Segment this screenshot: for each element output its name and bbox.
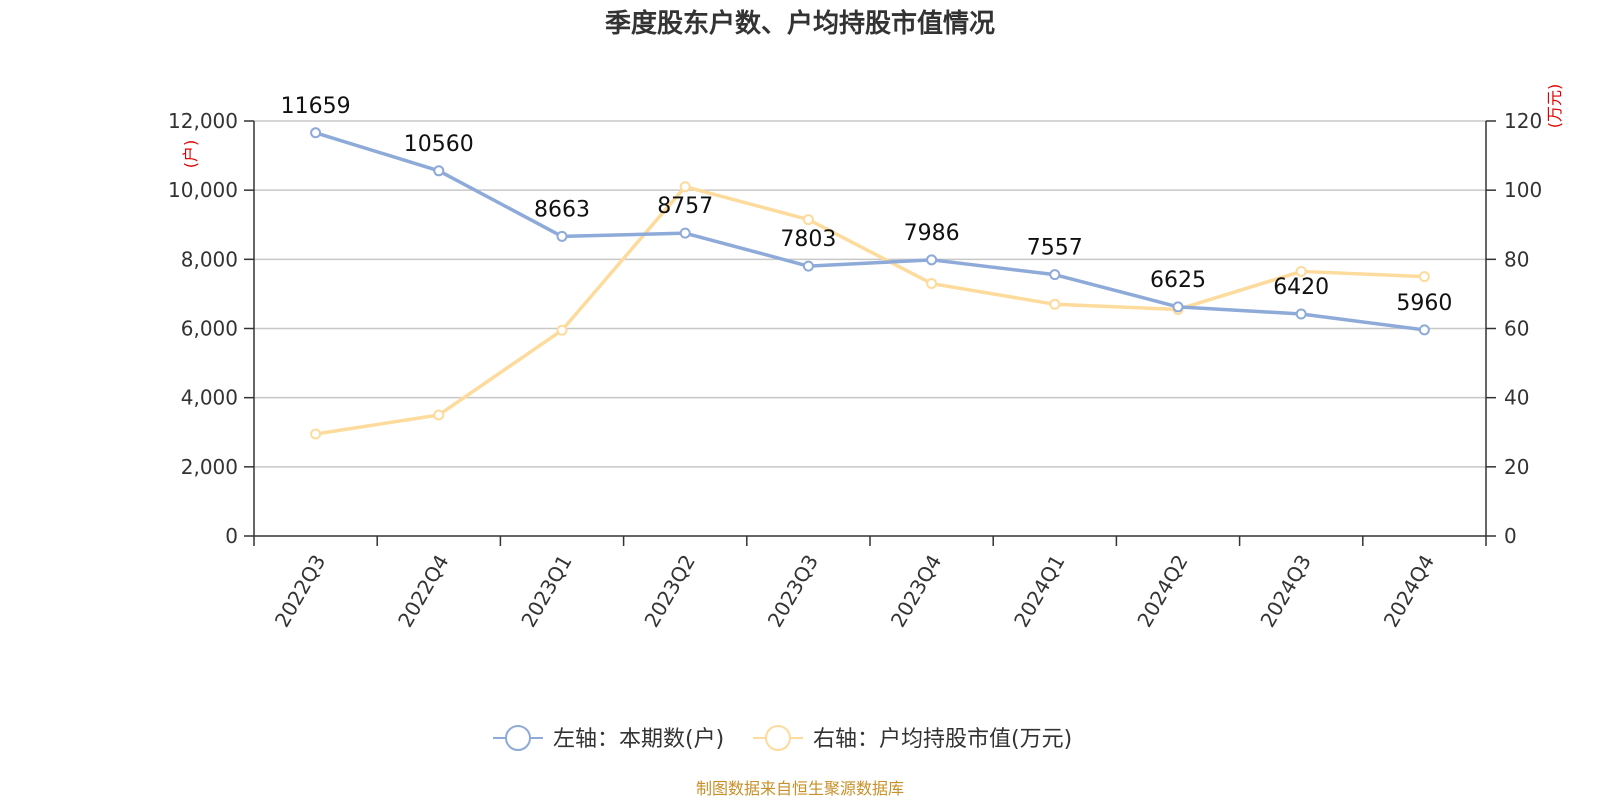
- data-label: 7557: [1027, 236, 1083, 261]
- legend[interactable]: 左轴：本期数(户) 右轴：户均持股市值(万元): [493, 725, 1072, 752]
- right-tick-label: 0: [1504, 524, 1517, 548]
- series-point-right: [556, 324, 568, 336]
- series-point-right: [1295, 265, 1307, 277]
- data-label: 6625: [1150, 268, 1206, 293]
- x-tick-label: 2023Q4: [886, 551, 946, 632]
- left-tick-label: 10,000: [168, 178, 238, 202]
- x-tick-label: 2023Q1: [516, 551, 576, 632]
- right-tick-label: 120: [1504, 109, 1542, 133]
- x-axis: 2022Q3 2022Q4 2023Q1 2023Q2 2023Q3 2023Q4 2024…: [253, 535, 1487, 632]
- series-layer: [310, 127, 1430, 440]
- series-point-left: [1049, 269, 1061, 281]
- legend-label: 左轴：本期数(户): [553, 727, 724, 752]
- chart-title: 季度股东户数、户均持股市值情况: [605, 8, 995, 39]
- legend-marker-icon: [505, 725, 531, 751]
- data-label: 8663: [534, 197, 590, 222]
- x-tick-label: 2024Q3: [1255, 551, 1315, 632]
- series-point-left: [1295, 308, 1307, 320]
- data-label: 6420: [1273, 275, 1329, 300]
- left-tick-label: 6,000: [181, 317, 238, 341]
- right-tick-label: 40: [1504, 386, 1529, 410]
- x-tick-label: 2022Q4: [393, 551, 453, 632]
- right-tick-label: 20: [1504, 455, 1529, 479]
- right-axis-unit: (万元): [1545, 84, 1564, 129]
- x-tick-label: 2024Q2: [1132, 551, 1192, 632]
- legend-marker-icon: [765, 725, 791, 751]
- data-labels: 11659 10560 8663 8757 7803 7986 7557 6625 6420 59…: [281, 94, 1453, 316]
- legend-item-right[interactable]: 右轴：户均持股市值(万元): [753, 725, 1072, 752]
- series-point-left: [802, 260, 814, 272]
- series-point-left: [310, 127, 322, 139]
- series-point-left: [1418, 324, 1430, 336]
- left-tick-label: 8,000: [181, 247, 238, 271]
- data-label: 7986: [904, 221, 960, 246]
- data-label: 11659: [281, 94, 351, 119]
- series-point-left: [556, 230, 568, 242]
- x-tick-label: 2024Q1: [1009, 551, 1069, 632]
- series-point-left: [1172, 301, 1184, 313]
- right-tick-label: 60: [1504, 317, 1529, 341]
- series-point-right: [679, 181, 691, 193]
- left-tick-label: 4,000: [181, 386, 238, 410]
- source-note: 制图数据来自恒生聚源数据库: [696, 779, 904, 798]
- series-point-right: [926, 278, 938, 290]
- legend-label: 右轴：户均持股市值(万元): [813, 727, 1072, 752]
- x-tick-label: 2024Q4: [1379, 551, 1439, 632]
- axes: 0 2,000 4,000 6,000 8,000 10,000 12,000 0 20 40 6…: [168, 109, 1542, 631]
- left-tick-label: 2,000: [181, 455, 238, 479]
- data-label: 7803: [780, 227, 836, 252]
- series-point-left: [433, 165, 445, 177]
- series-point-right: [1049, 298, 1061, 310]
- series-point-right: [802, 214, 814, 226]
- x-tick-label: 2022Q3: [270, 551, 330, 632]
- right-tick-label: 80: [1504, 247, 1529, 271]
- data-label: 5960: [1396, 291, 1452, 316]
- series-point-right: [433, 409, 445, 421]
- left-y-axis: 0 2,000 4,000 6,000 8,000 10,000 12,000: [168, 109, 255, 548]
- series-line-left: [315, 131, 1425, 332]
- left-axis-unit: (户): [181, 140, 200, 169]
- series-point-left: [926, 254, 938, 266]
- series-point-right: [1418, 271, 1430, 283]
- series-point-left: [679, 227, 691, 239]
- series-point-right: [310, 428, 322, 440]
- x-tick-label: 2023Q2: [639, 551, 699, 632]
- series-line-right: [315, 184, 1425, 436]
- grid-lines: [254, 120, 1486, 468]
- x-tick-label: 2023Q3: [763, 551, 823, 632]
- right-y-axis: 0 20 40 60 80 100 120: [1485, 109, 1542, 548]
- data-label: 10560: [404, 132, 474, 157]
- left-tick-label: 0: [225, 524, 238, 548]
- left-tick-label: 12,000: [168, 109, 238, 133]
- legend-item-left[interactable]: 左轴：本期数(户): [493, 725, 724, 752]
- right-tick-label: 100: [1504, 178, 1542, 202]
- data-label: 8757: [657, 194, 713, 219]
